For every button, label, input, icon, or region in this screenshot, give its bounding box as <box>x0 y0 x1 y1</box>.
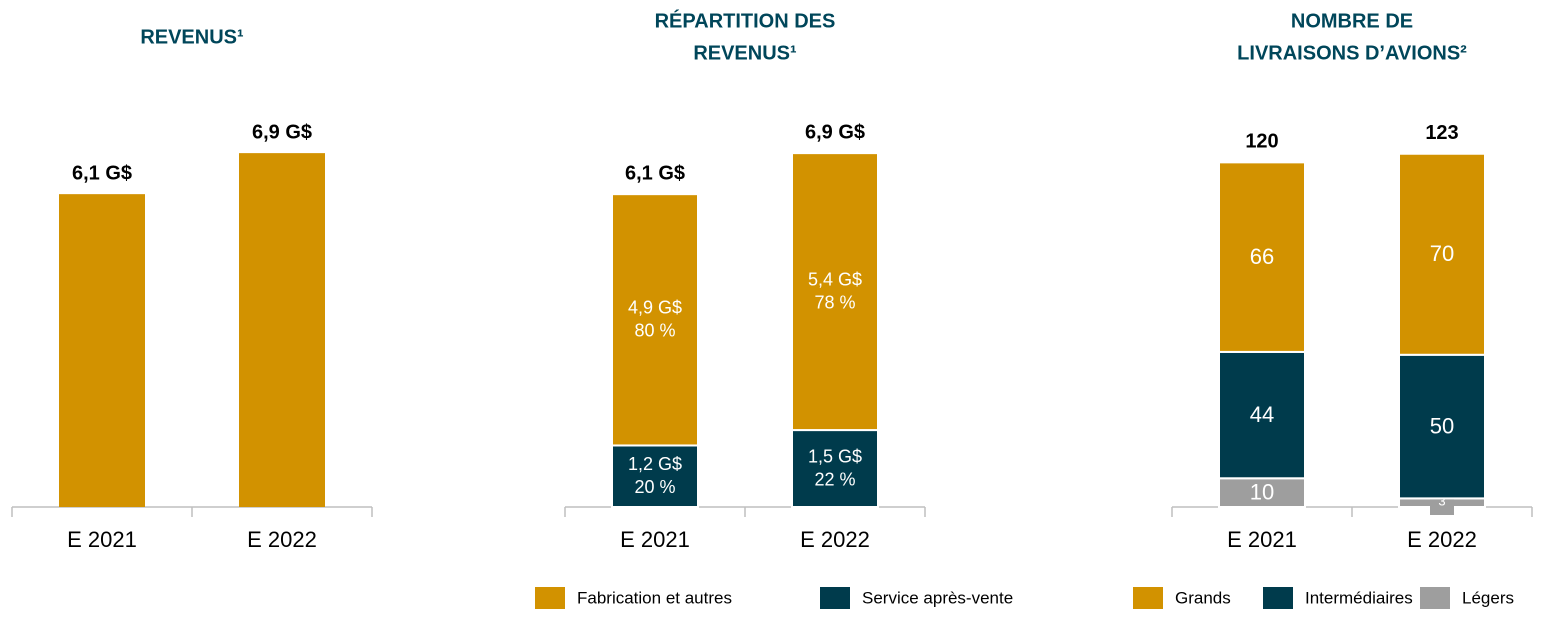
legend-label: Légers <box>1462 588 1514 607</box>
segment-label: 70 <box>1430 241 1454 266</box>
x-tick-label: E 2021 <box>1227 527 1297 552</box>
x-tick-label: E 2021 <box>67 527 137 552</box>
legend-swatch <box>820 587 850 609</box>
segment-share-label: 78 % <box>814 292 855 312</box>
chart-title: RÉPARTITION DES <box>655 9 836 32</box>
segment-share-label: 20 % <box>634 477 675 497</box>
legend-swatch <box>535 587 565 609</box>
total-label: 6,1 G$ <box>625 162 685 184</box>
bar-segment <box>611 193 699 447</box>
chart-title: REVENUS¹ <box>140 26 244 48</box>
bar-segment <box>791 429 879 509</box>
segment-share-label: 80 % <box>634 321 675 341</box>
segment-label: 3 <box>1438 493 1445 508</box>
segment-label: 5,4 G$ <box>808 269 862 289</box>
segment-label: 1,2 G$ <box>628 454 682 474</box>
bar <box>239 153 325 507</box>
x-tick-label: E 2022 <box>800 527 870 552</box>
x-tick-label: E 2022 <box>247 527 317 552</box>
legend-label: Grands <box>1175 588 1231 607</box>
total-label: 123 <box>1425 122 1458 144</box>
segment-share-label: 22 % <box>814 469 855 489</box>
value-label: 6,9 G$ <box>252 121 312 143</box>
segment-label: 50 <box>1430 413 1454 438</box>
legend-swatch <box>1420 587 1450 609</box>
segment-label: 4,9 G$ <box>628 298 682 318</box>
bar-segment <box>611 444 699 509</box>
segment-label: 44 <box>1250 402 1274 427</box>
legend-swatch <box>1263 587 1293 609</box>
chart-title: REVENUS¹ <box>693 42 797 64</box>
bar <box>59 194 145 507</box>
chart-title: NOMBRE DE <box>1291 10 1413 32</box>
bar-segment <box>1218 477 1306 508</box>
bar-segment <box>1218 161 1306 353</box>
legend-label: Service après-vente <box>862 588 1013 607</box>
chart-title: LIVRAISONS D’AVIONS² <box>1237 42 1467 64</box>
segment-label: 66 <box>1250 244 1274 269</box>
bar-segment <box>1398 353 1486 500</box>
bar-segment <box>1398 152 1486 356</box>
x-tick-label: E 2022 <box>1407 527 1477 552</box>
value-label: 6,1 G$ <box>72 162 132 184</box>
legend-swatch <box>1133 587 1163 609</box>
total-label: 6,9 G$ <box>805 121 865 143</box>
legend-label: Fabrication et autres <box>577 588 732 607</box>
segment-label: 1,5 G$ <box>808 446 862 466</box>
segment-label: 10 <box>1250 479 1274 504</box>
total-label: 120 <box>1245 131 1278 153</box>
x-tick-label: E 2021 <box>620 527 690 552</box>
bar-segment <box>1218 350 1306 480</box>
bar-segment <box>791 152 879 432</box>
legend-label: Intermédiaires <box>1305 588 1413 607</box>
